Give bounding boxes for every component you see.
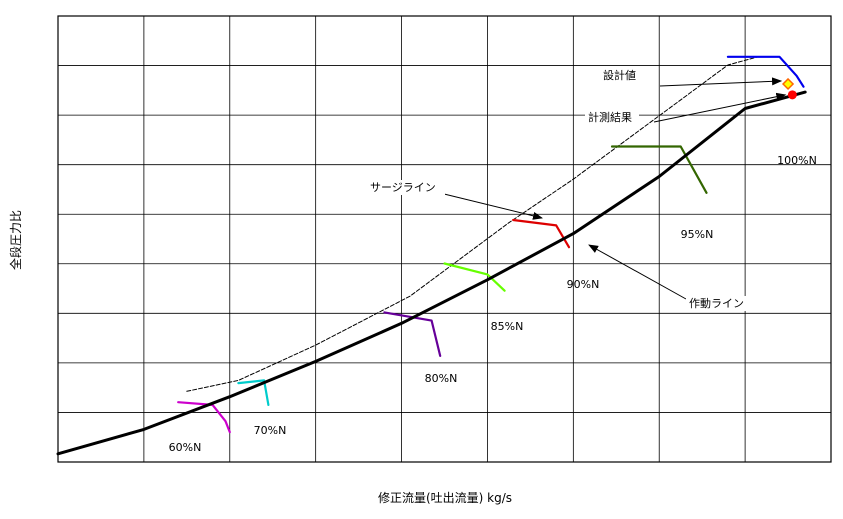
series-layer [56, 55, 807, 456]
design-point-arrow [659, 77, 783, 87]
operating-line-label: 作動ライン [689, 296, 744, 310]
surge-line-label-bg [367, 180, 445, 195]
operating-line [56, 90, 807, 456]
design-point-label-bg [600, 68, 642, 83]
speed-line-label: 70%N [254, 424, 287, 437]
speed-line [383, 311, 442, 357]
y-axis-label: 全段圧力比 [8, 210, 23, 270]
surge-line-arrow [439, 192, 543, 220]
surge-line [186, 56, 759, 392]
speed-line [237, 379, 270, 406]
measured-point-label-bg [585, 110, 639, 125]
speed-line [726, 55, 805, 88]
operating-line-arrow [588, 244, 687, 300]
plot-frame [57, 15, 832, 463]
speed-line-label: 80%N [425, 372, 458, 385]
measured-point-label: 計測結果 [588, 110, 632, 124]
speed-line [443, 262, 506, 292]
measured-point-arrow [653, 92, 787, 123]
operating-line-label-bg [686, 296, 752, 311]
speed-line [177, 401, 231, 434]
x-axis-label: 修正流量(吐出流量) kg/s [378, 490, 512, 505]
speed-line-label: 95%N [681, 228, 714, 241]
measured-point [787, 90, 797, 100]
grid [58, 16, 831, 462]
design-point-label: 設計値 [603, 68, 636, 82]
speed-line-label: 85%N [491, 320, 524, 333]
speed-line [610, 145, 708, 194]
surge-line-label: サージライン [370, 181, 436, 194]
annotation-layer: 60%N 70%N 80%N 85%N 90%N 95%N 100%N 設計値計測結果サージラ… [169, 68, 817, 454]
speed-line-label: 90%N [567, 278, 600, 291]
speed-line [512, 218, 571, 249]
speed-line-label: 100%N [777, 154, 817, 167]
speed-line-label: 60%N [169, 441, 202, 454]
design-point [781, 77, 795, 91]
